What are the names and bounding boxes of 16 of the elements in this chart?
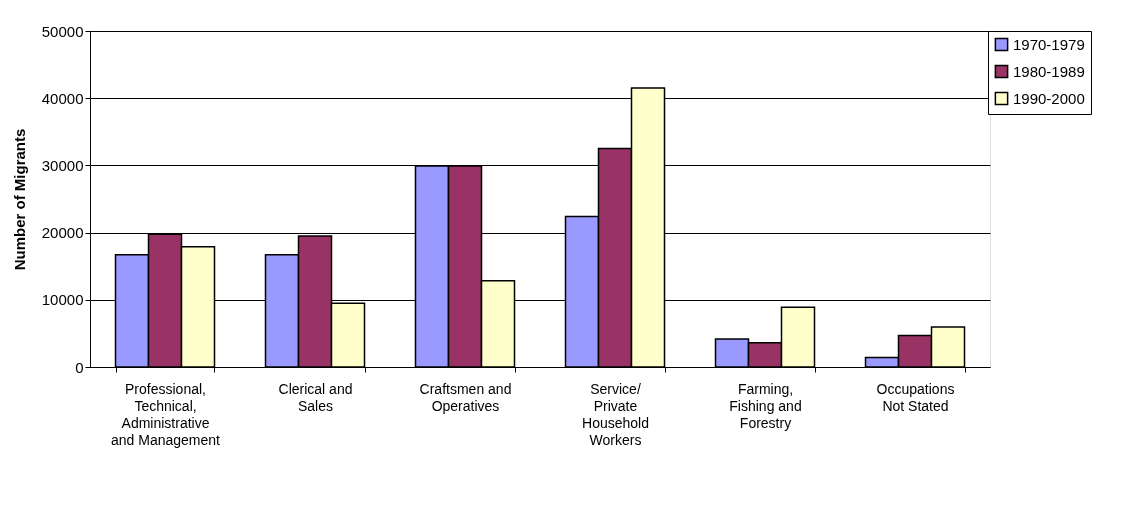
x-tick-label: Craftsmen and Operatives xyxy=(419,380,512,414)
legend-label: 1990-2000 xyxy=(1013,89,1085,107)
y-tick-label: 30000 xyxy=(41,156,84,174)
y-tick-label: 40000 xyxy=(41,89,84,107)
x-tick-label: Professional, Technical, Administrative and Management xyxy=(111,380,221,448)
y-tick-label: 10000 xyxy=(41,291,84,309)
x-tick-label: Occupations Not Stated xyxy=(876,380,955,414)
y-tick-label: 50000 xyxy=(41,22,84,40)
legend-label: 1980-1989 xyxy=(1013,62,1085,80)
x-tick-label: Clerical and Sales xyxy=(278,380,353,414)
y-tick-label: 0 xyxy=(75,358,84,376)
x-tick-label: Farming, Fishing and Forestry xyxy=(729,380,802,431)
legend-label: 1970-1979 xyxy=(1013,35,1085,53)
y-tick-label: 20000 xyxy=(41,224,84,242)
y-axis-title: Number of Migrants xyxy=(10,128,28,271)
x-tick-label: Service/ Private Household Workers xyxy=(582,380,649,448)
